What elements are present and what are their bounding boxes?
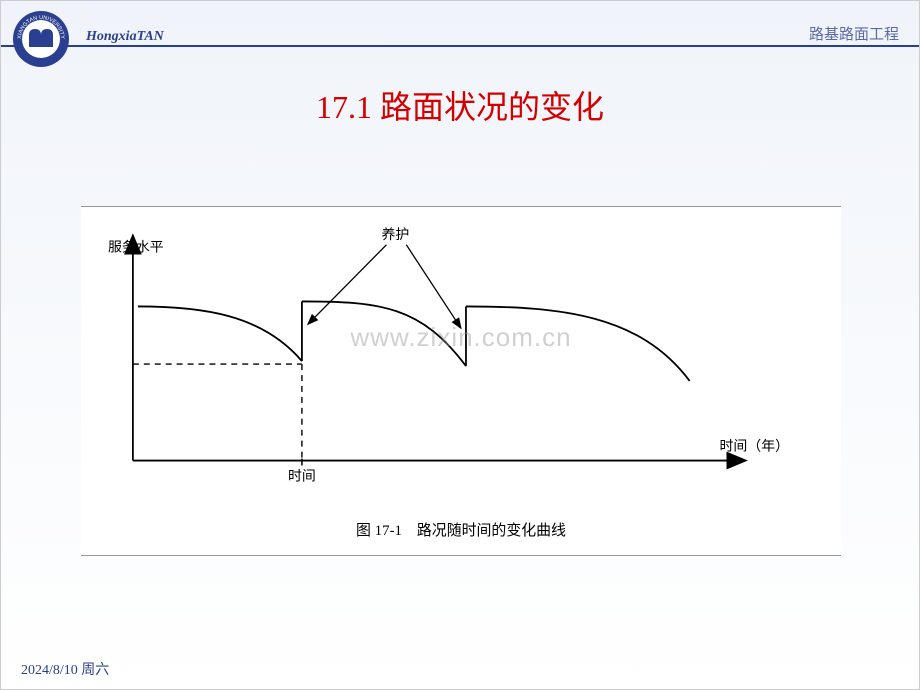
pavement-condition-chart: 服务水平 时间（年） 时间 养护 图 17-1 路况随时间的变化曲线 xyxy=(81,207,841,555)
y-axis-label: 服务水平 xyxy=(108,240,164,256)
course-name: 路基路面工程 xyxy=(809,23,899,44)
curve-segment-2 xyxy=(302,301,466,366)
maintenance-annotation: 养护 xyxy=(381,227,409,243)
anno-arrow-2 xyxy=(406,245,461,329)
anno-arrow-1 xyxy=(308,245,387,325)
figure-caption: 图 17-1 路况随时间的变化曲线 xyxy=(356,522,566,539)
x-tick-label: 时间 xyxy=(288,468,316,484)
figure-container: www.zixin.com.cn 服务水平 时间（年） 时间 xyxy=(81,206,841,556)
author-name: HongxiaTAN xyxy=(86,29,164,45)
footer-date: 2024/8/10 周六 xyxy=(21,659,109,679)
slide-title: 17.1 路面状况的变化 xyxy=(1,82,919,128)
header-bar: XIANGTAN UNIVERSITY HongxiaTAN 路基路面工程 xyxy=(1,1,919,47)
curve-segment-1 xyxy=(138,306,302,361)
x-axis-label: 时间（年） xyxy=(720,439,790,455)
curve-segment-3 xyxy=(466,306,690,381)
university-logo: XIANGTAN UNIVERSITY xyxy=(11,9,71,69)
